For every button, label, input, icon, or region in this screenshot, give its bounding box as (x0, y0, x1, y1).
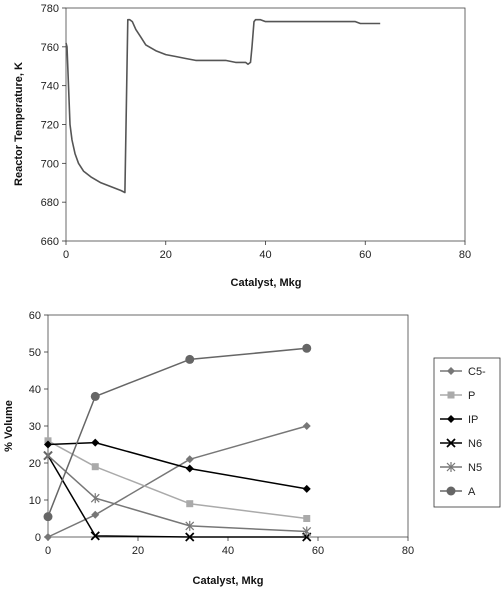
y-tick-label: 700 (41, 158, 59, 170)
y-axis-title: Reactor Temperature, K (13, 62, 25, 186)
legend-marker-n5 (446, 462, 456, 472)
data-point-a (90, 391, 100, 401)
legend-marker-ip (447, 415, 455, 423)
legend-box (433, 357, 501, 508)
legend-label-p: P (468, 390, 475, 402)
data-point-c5 (302, 422, 311, 430)
legend-marker-a (446, 486, 456, 496)
series-line-n6 (47, 455, 307, 538)
volume-chart: % Volume Catalyst, Mkg 0 10 20 30 40 50 60 0 20 4… (3, 310, 501, 587)
x-tick-label: 80 (402, 545, 414, 557)
data-point-n6-stroke-b (185, 532, 195, 542)
x-tick-label: 20 (132, 545, 144, 557)
y-tick-label: 50 (29, 347, 41, 359)
legend-label-a: A (468, 486, 476, 498)
series-line-n5 (47, 455, 307, 533)
legend-marker-n6-stroke-b (446, 438, 456, 448)
x-tick-label: 60 (312, 545, 324, 557)
data-point-n6 (90, 531, 100, 541)
legend-label-n6: N6 (468, 438, 482, 450)
data-point-c5 (44, 533, 52, 541)
y-tick-label: 780 (41, 3, 59, 15)
temperature-marks: 660 680 700 720 740 760 780 0 20 40 60 80 (41, 3, 471, 261)
y-tick-label: 0 (35, 532, 41, 544)
y-tick-label: 660 (41, 236, 59, 248)
y-axis-title: % Volume (3, 400, 15, 452)
data-point-c5 (185, 455, 194, 464)
data-point-n5 (43, 450, 53, 461)
plot-area-frame (65, 7, 466, 242)
data-point-n5 (302, 526, 312, 537)
y-tick-label: 60 (29, 310, 41, 322)
legend-label-c5: C5- (468, 366, 486, 378)
data-point-p (91, 463, 99, 471)
series-line-ip (47, 441, 307, 490)
volume-marks: 0 10 20 30 40 50 60 0 20 40 60 80 (29, 310, 414, 557)
data-point-p (186, 500, 194, 508)
series-line (65, 18, 381, 194)
data-point-n5 (90, 493, 100, 504)
series-line-c5 (47, 425, 308, 538)
data-point-ip (302, 484, 311, 493)
data-point-n5 (185, 520, 195, 531)
plot-area-frame (47, 314, 409, 538)
data-point-n6-stroke-b (90, 531, 100, 541)
x-tick-label: 40 (222, 545, 234, 557)
y-tick-label: 680 (41, 197, 59, 209)
series-line-p (47, 440, 307, 520)
temperature-chart: Reactor Temperature, K Catalyst, Mkg 660… (13, 3, 471, 289)
y-tick-label: 20 (29, 458, 41, 470)
y-tick-label: 40 (29, 384, 41, 396)
data-point-n6 (185, 532, 195, 542)
legend-label-n5: N5 (468, 462, 482, 474)
y-tick-label: 30 (29, 421, 41, 433)
x-tick-label: 40 (259, 249, 271, 261)
x-tick-label: 60 (359, 249, 371, 261)
x-tick-label: 0 (45, 545, 51, 557)
data-point-a (43, 512, 53, 522)
legend: C5- P IP N6 N5 A (433, 357, 501, 508)
y-tick-label: 10 (29, 495, 41, 507)
data-point-ip (44, 440, 52, 449)
x-tick-label: 20 (160, 249, 172, 261)
legend-marker-c5 (447, 367, 455, 375)
data-point-ip (91, 438, 100, 447)
data-point-a (302, 343, 312, 353)
x-tick-label: 0 (63, 249, 69, 261)
data-point-a (185, 354, 195, 364)
x-axis-title: Catalyst, Mkg (193, 575, 264, 587)
x-axis-title: Catalyst, Mkg (231, 277, 302, 289)
y-tick-label: 740 (41, 81, 59, 93)
data-point-ip (185, 464, 194, 473)
y-tick-label: 720 (41, 120, 59, 132)
legend-marker-p (447, 391, 455, 399)
x-tick-label: 80 (459, 249, 471, 261)
series-line-a (47, 347, 307, 517)
y-tick-label: 760 (41, 42, 59, 54)
data-point-c5 (91, 510, 100, 519)
data-point-p (303, 515, 311, 522)
legend-label-ip: IP (468, 414, 478, 426)
legend-marker-n6 (446, 438, 456, 448)
